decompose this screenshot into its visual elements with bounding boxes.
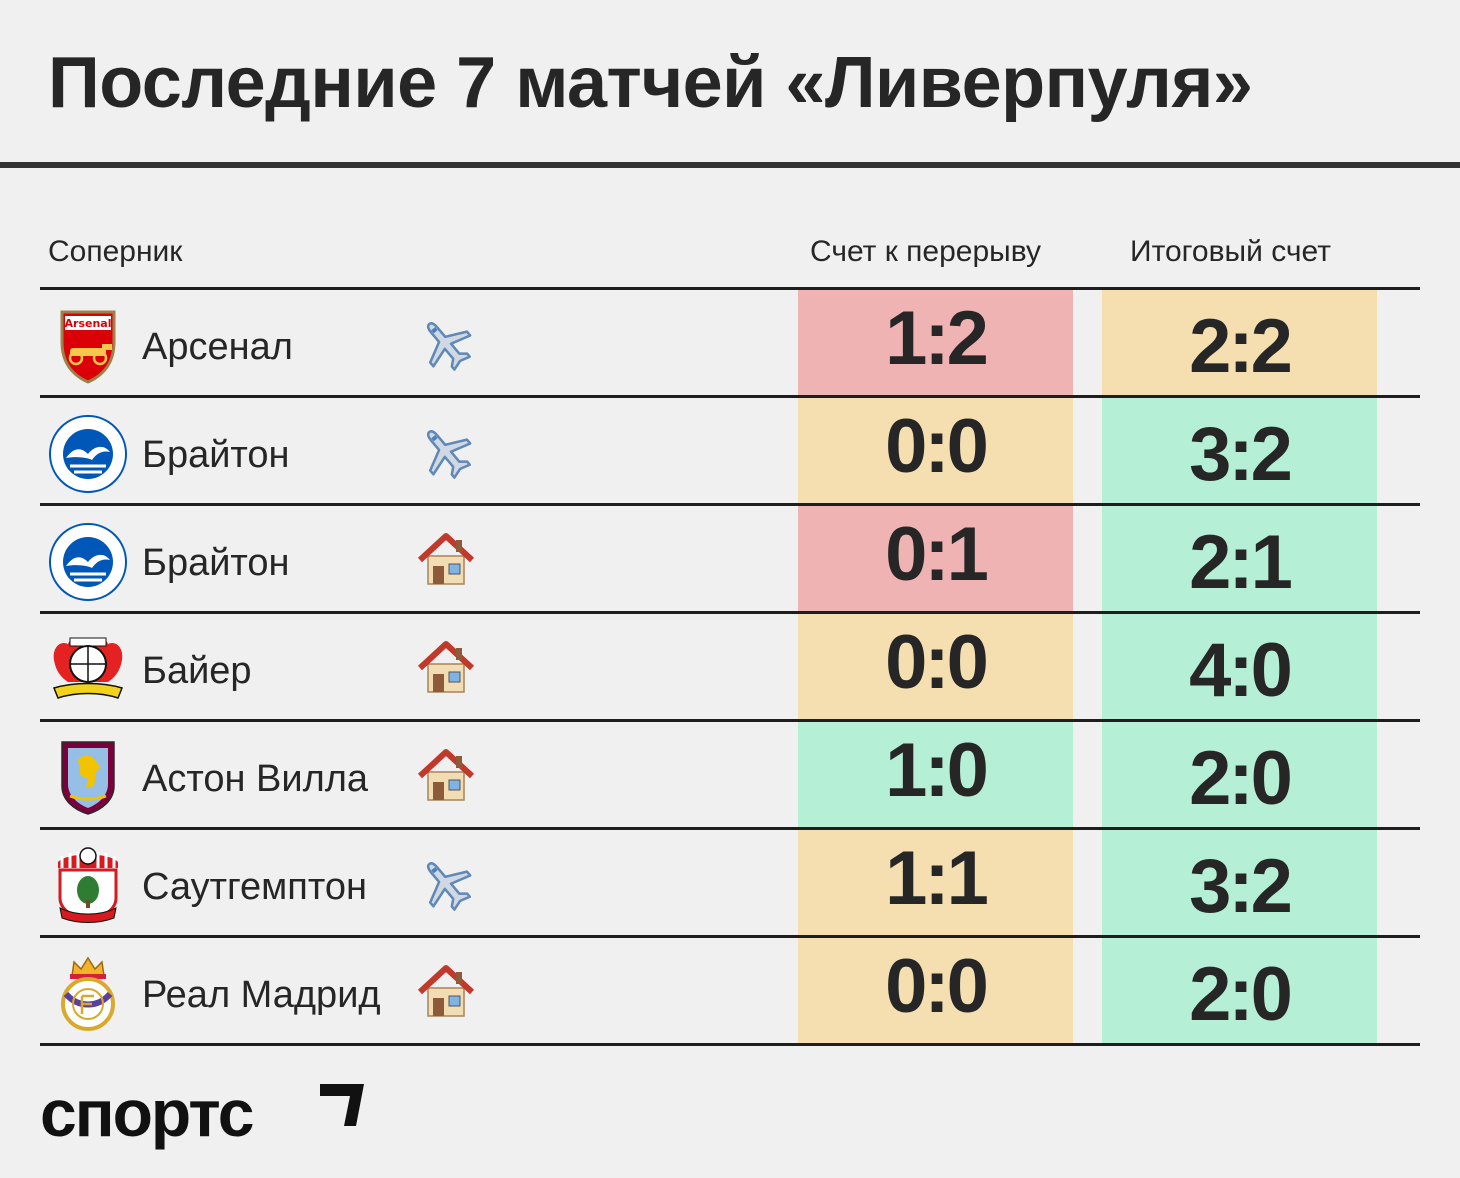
halftime-score-value: 1:2	[885, 296, 989, 381]
opponent-name: Арсенал	[142, 326, 293, 368]
final-score: 3:2	[1102, 398, 1377, 503]
final-score: 2:2	[1102, 290, 1377, 395]
match-row: Саутгемптон 1:1 3:2	[40, 830, 1420, 935]
column-header-final: Итоговый счет	[1130, 235, 1331, 268]
final-score: 2:0	[1102, 722, 1377, 827]
final-score-value: 2:1	[1189, 520, 1293, 605]
brighton-crest-icon	[48, 414, 128, 494]
match-row: Реал Мадрид 0:0 2:0	[40, 938, 1420, 1043]
house-icon	[416, 962, 476, 1022]
row-divider	[40, 611, 1420, 614]
final-score-value: 2:0	[1189, 736, 1293, 821]
row-divider	[40, 935, 1420, 938]
halftime-score: 1:2	[798, 290, 1073, 395]
halftime-score-value: 1:1	[885, 836, 989, 921]
match-row: Астон Вилла 1:0 2:0	[40, 722, 1420, 827]
title-divider	[0, 162, 1460, 168]
opponent-name: Брайтон	[142, 434, 290, 476]
opponent-name: Астон Вилла	[142, 758, 369, 800]
airplane-icon	[416, 854, 476, 914]
final-score-value: 3:2	[1189, 844, 1293, 929]
final-score: 2:1	[1102, 506, 1377, 611]
halftime-score: 1:0	[798, 722, 1073, 827]
halftime-score-value: 0:1	[885, 512, 989, 597]
final-score: 3:2	[1102, 830, 1377, 935]
airplane-icon	[416, 422, 476, 482]
southampton-crest-icon	[48, 846, 128, 926]
house-icon	[416, 530, 476, 590]
airplane-icon	[416, 314, 476, 374]
arsenal-crest-icon: Arsenal	[48, 306, 128, 386]
match-row: Arsenal Арсенал 1:2 2:2	[40, 290, 1420, 395]
opponent-name: Байер	[142, 650, 252, 692]
opponent-name: Саутгемптон	[142, 866, 367, 908]
brand-logo: спортс	[40, 1076, 254, 1150]
final-score: 2:0	[1102, 938, 1377, 1043]
halftime-score-value: 0:0	[885, 404, 989, 489]
opponent-name: Брайтон	[142, 542, 290, 584]
page-title: Последние 7 матчей «Ливерпуля»	[48, 43, 1253, 123]
final-score: 4:0	[1102, 614, 1377, 719]
final-score-value: 4:0	[1189, 628, 1293, 713]
match-row: Брайтон 0:0 3:2	[40, 398, 1420, 503]
halftime-score: 0:0	[798, 938, 1073, 1043]
final-score-value: 2:0	[1189, 952, 1293, 1037]
house-icon	[416, 638, 476, 698]
aston-villa-crest-icon	[48, 738, 128, 818]
row-divider	[40, 719, 1420, 722]
brighton-crest-icon	[48, 522, 128, 602]
halftime-score: 0:0	[798, 398, 1073, 503]
match-row: Байер 0:0 4:0	[40, 614, 1420, 719]
house-icon	[416, 746, 476, 806]
leverkusen-crest-icon	[48, 630, 128, 710]
halftime-score: 1:1	[798, 830, 1073, 935]
opponent-name: Реал Мадрид	[142, 974, 381, 1016]
final-score-value: 2:2	[1189, 304, 1293, 389]
column-header-opponent: Соперник	[48, 235, 183, 268]
halftime-score-value: 0:0	[885, 620, 989, 705]
row-divider	[40, 1043, 1420, 1046]
row-divider	[40, 395, 1420, 398]
halftime-score-value: 1:0	[885, 728, 989, 813]
brand-mark-icon	[318, 1082, 366, 1128]
halftime-score-value: 0:0	[885, 944, 989, 1029]
final-score-value: 3:2	[1189, 412, 1293, 497]
matches-table: Arsenal Арсенал 1:2 2:2	[40, 287, 1420, 1046]
row-divider	[40, 827, 1420, 830]
halftime-score: 0:1	[798, 506, 1073, 611]
row-divider	[40, 287, 1420, 290]
halftime-score: 0:0	[798, 614, 1073, 719]
match-row: Брайтон 0:1 2:1	[40, 506, 1420, 611]
real-madrid-crest-icon	[48, 954, 128, 1034]
svg-text:Arsenal: Arsenal	[65, 317, 112, 330]
row-divider	[40, 503, 1420, 506]
column-header-halftime: Счет к перерыву	[810, 235, 1042, 268]
